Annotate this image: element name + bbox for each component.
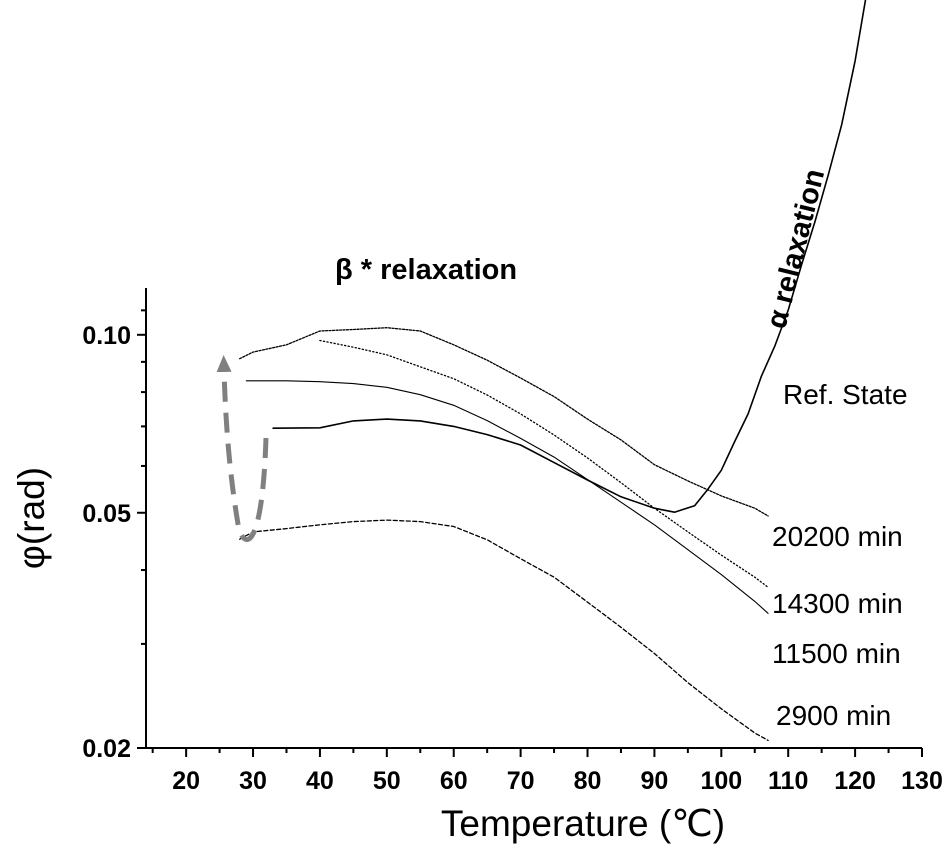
series-label-ref-state: Ref. State (783, 379, 908, 410)
series-line-14300-min (319, 339, 769, 588)
x-tick-label: 80 (574, 767, 602, 795)
x-tick-label: 70 (507, 767, 535, 795)
x-tick-label: 130 (901, 767, 943, 795)
x-tick-label: 90 (641, 767, 669, 795)
x-tick-label: 40 (306, 767, 334, 795)
series-line-11500-min (245, 380, 769, 614)
beta-relaxation-label: β * relaxation (335, 254, 517, 286)
x-tick-label: 100 (700, 767, 742, 795)
series-label-2900-min: 2900 min (776, 700, 891, 731)
x-tick-label: 20 (172, 767, 200, 795)
series-label-14300-min: 14300 min (772, 588, 903, 619)
series-label-11500-min: 11500 min (772, 638, 901, 669)
x-tick-label: 110 (768, 767, 808, 795)
series-line-2900-min (239, 519, 769, 742)
y-tick-label: 0.05 (82, 500, 131, 528)
alpha-relaxation-label: α relaxation (761, 166, 831, 332)
series-line-ref-state (272, 0, 867, 513)
y-tick-label: 0.02 (82, 735, 131, 763)
x-tick-label: 60 (440, 767, 468, 795)
axes: 20 30 40 50 60 70 80 90 100 110 120 130 0.02 0.05 0.1… (82, 288, 943, 795)
series-layer (239, 0, 867, 742)
x-ticks: 20 30 40 50 60 70 80 90 100 110 120 130 (151, 748, 943, 795)
cooling-arrow (216, 355, 269, 543)
y-ticks: 0.02 0.05 0.10 (82, 309, 146, 763)
x-tick-label: 120 (834, 767, 876, 795)
y-axis-title: φ(rad) (11, 467, 52, 569)
x-tick-label: 50 (373, 767, 401, 795)
series-label-20200-min: 20200 min (772, 521, 903, 552)
x-tick-label: 30 (239, 767, 267, 795)
x-axis-title: Temperature (℃) (441, 803, 725, 844)
series-line-20200-min (239, 327, 769, 517)
y-tick-label: 0.10 (82, 322, 131, 350)
